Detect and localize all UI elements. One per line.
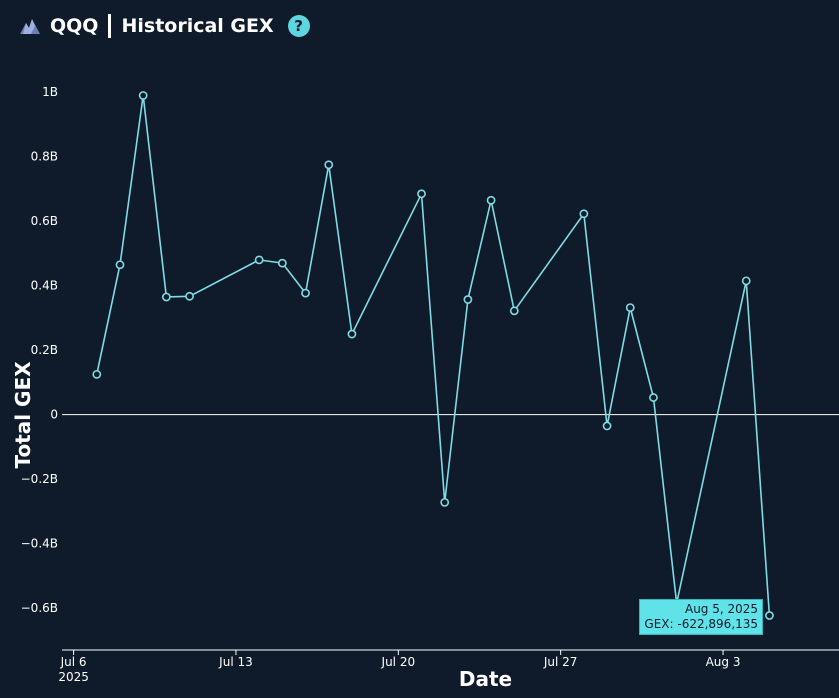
data-point[interactable]: [625, 303, 635, 313]
data-point[interactable]: [138, 91, 148, 100]
data-point[interactable]: [649, 393, 658, 402]
help-icon[interactable]: ?: [287, 15, 310, 37]
data-point[interactable]: [161, 292, 171, 302]
data-point[interactable]: [463, 295, 473, 304]
logo-icon: [20, 19, 40, 34]
data-point[interactable]: [486, 195, 496, 205]
y-tick-label: 0.2B: [31, 343, 58, 357]
y-tick-label: −0.4B: [21, 537, 58, 551]
chart-title: Historical GEX: [121, 15, 274, 37]
ticker-label: QQQ: [50, 15, 99, 37]
y-axis-title: Total GEX: [11, 361, 35, 469]
data-point[interactable]: [324, 160, 334, 170]
data-point[interactable]: [347, 329, 357, 339]
data-point[interactable]: [254, 255, 264, 265]
x-tick-sublabel: 2025: [58, 670, 89, 684]
tooltip-value: GEX: -622,896,135: [644, 616, 759, 631]
x-tick-label: Jul 27: [543, 655, 578, 669]
data-point[interactable]: [301, 288, 310, 298]
series-line: [96, 95, 771, 616]
data-point[interactable]: [579, 209, 589, 219]
data-point[interactable]: [602, 421, 612, 431]
y-axis: 1B 0.8B 0.6B 0.4B 0.2B 0 −0.2B −0.4B −0.6B: [21, 85, 58, 615]
data-point[interactable]: [509, 306, 519, 316]
data-point[interactable]: [765, 611, 774, 620]
x-tick-label: Jul 20: [381, 655, 416, 669]
y-tick-label: 0.4B: [31, 279, 58, 293]
series-group: [92, 91, 774, 620]
chart-header: QQQ Historical GEX ?: [18, 10, 310, 42]
data-point[interactable]: [185, 291, 194, 301]
x-axis-title: Date: [459, 667, 512, 691]
data-point[interactable]: [741, 276, 751, 286]
data-point[interactable]: [277, 258, 287, 268]
y-tick-label: −0.6B: [21, 601, 58, 615]
tooltip-date: Aug 5, 2025: [684, 601, 759, 616]
x-tick-label: Jul 6: [60, 655, 87, 669]
x-tick-label: Aug 3: [706, 655, 741, 669]
y-tick-label: 0: [50, 408, 58, 422]
hover-tooltip: Aug 5, 2025 GEX: -622,896,135: [639, 598, 764, 635]
data-point[interactable]: [417, 189, 426, 199]
data-point[interactable]: [440, 497, 450, 507]
y-tick-label: 0.8B: [31, 150, 58, 164]
y-tick-label: 0.6B: [31, 214, 58, 228]
title-divider: [108, 14, 112, 38]
y-tick-label: −0.2B: [21, 472, 58, 486]
data-point[interactable]: [92, 369, 102, 379]
x-tick-label: Jul 13: [218, 655, 253, 669]
y-tick-label: 1B: [42, 85, 58, 99]
data-point[interactable]: [115, 260, 125, 270]
